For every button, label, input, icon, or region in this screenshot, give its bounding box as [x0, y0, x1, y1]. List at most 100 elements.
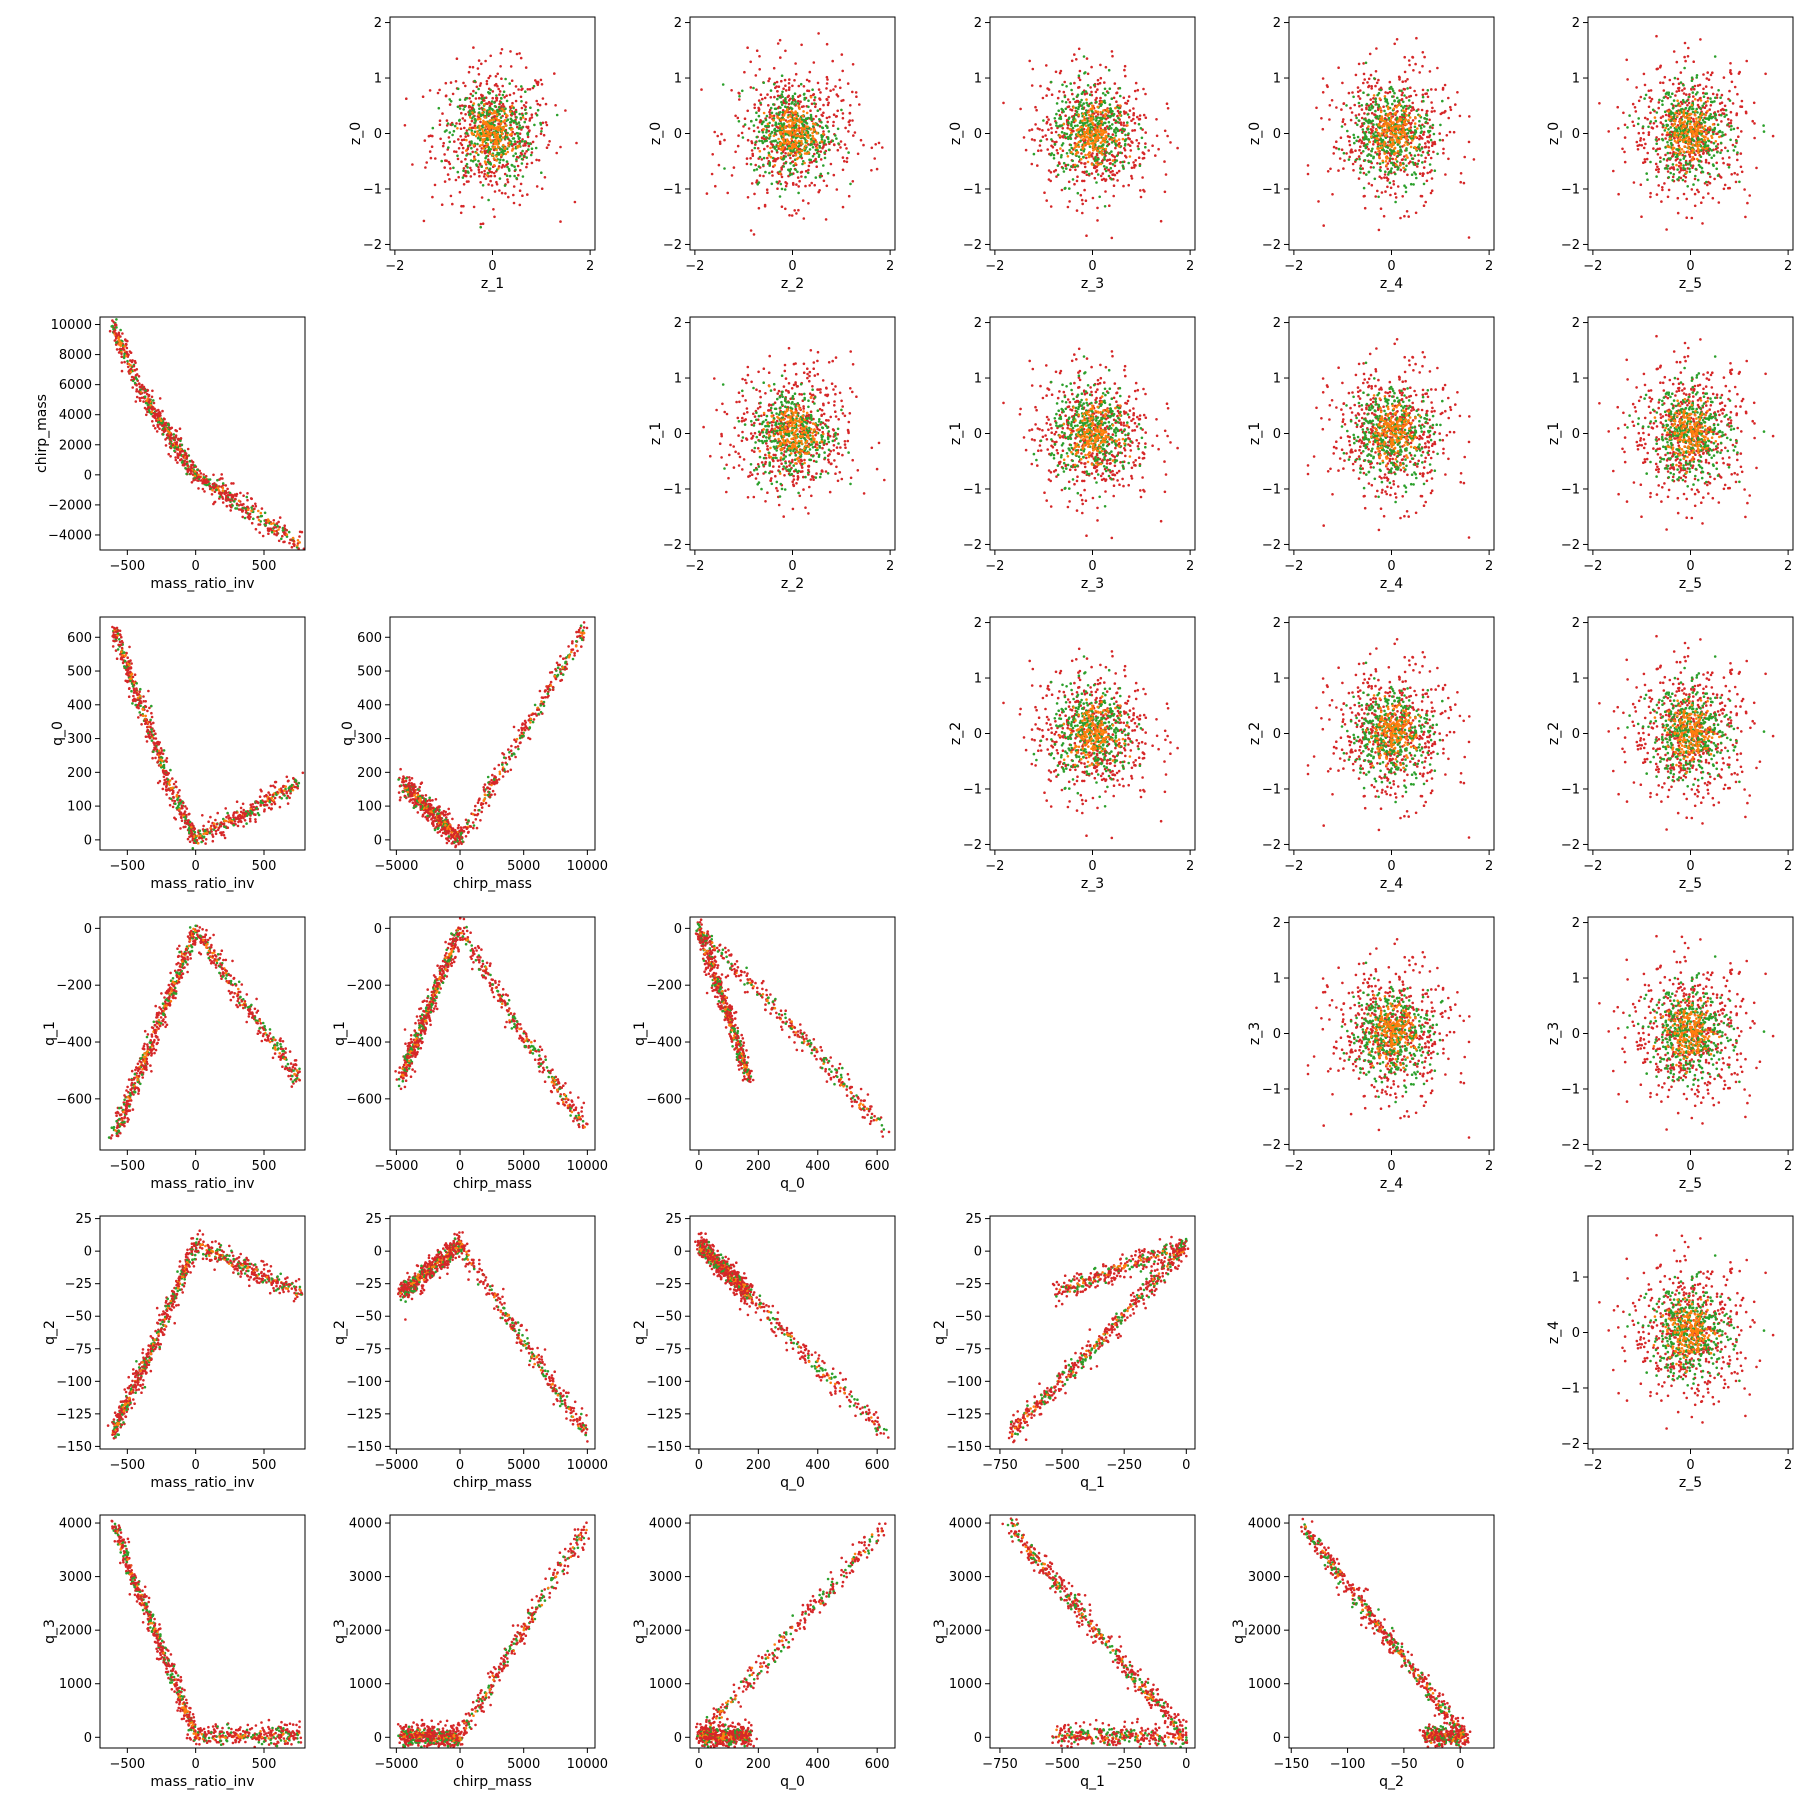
point-red: [1343, 123, 1347, 126]
point-red: [788, 78, 791, 81]
point-green: [1418, 149, 1422, 152]
point-red: [747, 127, 751, 130]
point-green: [1667, 157, 1671, 160]
point-red: [492, 208, 495, 211]
point-red: [513, 132, 517, 136]
point-red: [483, 169, 486, 173]
point-green: [1368, 119, 1372, 123]
point-green: [780, 100, 783, 104]
point-red: [1719, 176, 1723, 179]
point-green: [1110, 127, 1113, 130]
point-orange: [504, 152, 508, 156]
point-red: [1101, 172, 1105, 175]
point-red: [773, 95, 776, 99]
point-red: [1370, 111, 1374, 115]
point-orange: [486, 123, 489, 127]
point-red: [776, 187, 779, 190]
point-red: [799, 100, 802, 103]
point-red: [1080, 161, 1083, 165]
point-green: [805, 122, 809, 125]
point-green: [1628, 114, 1631, 117]
point-red: [755, 88, 758, 91]
point-green: [1661, 99, 1664, 103]
point-green: [757, 181, 761, 184]
point-green: [477, 159, 480, 163]
point-green: [1358, 157, 1361, 161]
point-red: [479, 222, 483, 226]
point-green: [738, 95, 741, 98]
point-green: [521, 126, 524, 129]
point-orange: [483, 103, 486, 106]
point-red: [469, 100, 473, 103]
point-green: [1395, 116, 1399, 120]
point-orange: [493, 142, 497, 146]
point-red: [1664, 137, 1667, 140]
point-red: [772, 114, 776, 118]
point-green: [1404, 158, 1407, 161]
point-green: [757, 130, 761, 134]
point-green: [755, 118, 758, 122]
point-red: [1399, 216, 1402, 220]
point-red: [1661, 188, 1664, 192]
point-red: [458, 190, 462, 194]
point-orange: [1396, 150, 1400, 153]
point-red: [536, 83, 540, 87]
point-red: [1081, 202, 1084, 206]
point-red: [1315, 106, 1318, 110]
point-red: [1399, 168, 1403, 172]
point-green: [1424, 120, 1428, 124]
point-green: [488, 167, 492, 170]
point-red: [1738, 70, 1741, 74]
point-red: [1354, 114, 1358, 117]
point-red: [503, 172, 507, 176]
point-red: [1731, 102, 1735, 105]
point-red: [1409, 154, 1413, 157]
point-green: [1396, 143, 1400, 146]
point-orange: [1394, 158, 1398, 161]
point-green: [462, 108, 466, 111]
point-green: [458, 107, 462, 110]
point-red: [460, 104, 464, 107]
point-red: [1642, 146, 1646, 150]
point-orange: [779, 156, 783, 159]
point-orange: [801, 114, 804, 118]
point-green: [1362, 122, 1366, 125]
point-green: [770, 111, 774, 115]
point-orange: [801, 134, 805, 138]
point-green: [506, 165, 509, 169]
point-red: [805, 78, 809, 82]
point-red: [1676, 211, 1680, 215]
point-red: [1096, 206, 1099, 210]
point-red: [459, 127, 463, 130]
point-orange: [1379, 146, 1383, 150]
point-orange: [1099, 162, 1103, 166]
point-red: [1159, 219, 1163, 223]
point-red: [497, 165, 501, 168]
point-red: [501, 163, 505, 167]
point-red: [1122, 184, 1125, 188]
y-tick-label: 2: [374, 16, 382, 31]
point-red: [1729, 110, 1733, 114]
point-green: [777, 122, 781, 125]
point-green: [1682, 83, 1685, 87]
point-green: [772, 82, 776, 86]
point-orange: [511, 127, 514, 131]
point-green: [480, 165, 484, 168]
point-red: [1684, 59, 1687, 63]
point-green: [1415, 109, 1418, 113]
point-red: [711, 153, 714, 156]
point-green: [1395, 160, 1399, 163]
point-green: [1423, 117, 1426, 120]
point-red: [459, 211, 463, 215]
point-green: [1049, 153, 1053, 157]
point-orange: [782, 141, 786, 144]
point-green: [1390, 161, 1393, 165]
point-green: [1356, 135, 1360, 139]
point-green: [1093, 159, 1097, 163]
point-red: [818, 98, 822, 101]
point-green: [1412, 183, 1415, 186]
point-red: [1394, 192, 1397, 195]
point-orange: [476, 117, 480, 121]
point-red: [1377, 78, 1380, 82]
